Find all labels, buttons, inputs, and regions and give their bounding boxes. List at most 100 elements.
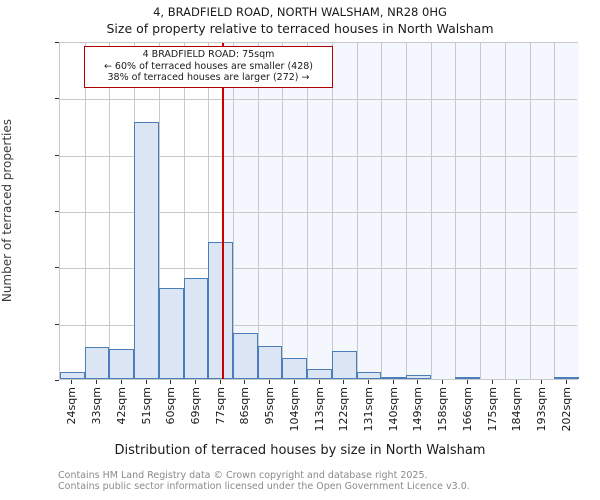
footer-attribution: Contains HM Land Registry data © Crown c… <box>58 470 578 492</box>
x-axis-tick-mark <box>293 380 295 384</box>
x-axis-tick-mark <box>244 380 246 384</box>
x-axis-tick-label: 69sqm <box>188 387 202 425</box>
x-axis-tick-label: 158sqm <box>436 387 450 432</box>
x-gridline <box>455 43 457 379</box>
histogram-bar <box>84 347 110 379</box>
histogram-bar <box>282 357 308 379</box>
x-axis-tick-mark <box>491 380 493 384</box>
histogram-bar <box>356 372 382 379</box>
x-gridline <box>208 43 210 379</box>
x-axis-tick-mark <box>442 380 444 384</box>
chart-subtitle: Size of property relative to terraced ho… <box>106 21 494 36</box>
histogram-bar <box>554 376 579 379</box>
x-axis-tick-mark <box>194 380 196 384</box>
x-axis-tick-label: 122sqm <box>337 387 351 432</box>
x-gridline <box>282 43 284 379</box>
x-gridline <box>257 43 259 379</box>
x-gridline <box>480 43 482 379</box>
x-gridline <box>307 43 309 379</box>
histogram-bar <box>381 376 406 379</box>
x-gridline <box>356 43 358 379</box>
annotation-smaller-line: ← 60% of terraced houses are smaller (42… <box>103 60 314 72</box>
y-axis-tick-mark <box>55 42 59 43</box>
x-axis-tick-mark <box>516 380 518 384</box>
x-axis-tick-label: 33sqm <box>90 387 104 425</box>
x-axis-tick-mark <box>392 380 394 384</box>
footer-line-1: Contains HM Land Registry data © Crown c… <box>58 470 428 481</box>
histogram-bar <box>406 374 431 379</box>
histogram-bar <box>331 350 357 379</box>
histogram-bar <box>307 368 332 379</box>
histogram-bar <box>208 241 233 379</box>
x-axis-tick-mark <box>120 380 122 384</box>
x-axis-tick-mark <box>71 380 73 384</box>
x-axis-tick-mark <box>540 380 542 384</box>
x-axis-tick-label: 113sqm <box>312 387 326 432</box>
x-gridline <box>406 43 407 379</box>
footer-line-2: Contains public sector information licen… <box>58 481 470 492</box>
x-axis-tick-mark <box>145 380 147 384</box>
x-gridline <box>504 43 506 379</box>
histogram-bar <box>158 287 184 379</box>
x-axis-tick-label: 24sqm <box>65 387 79 425</box>
plot-area <box>59 42 579 380</box>
x-axis-tick-label: 104sqm <box>287 387 301 432</box>
property-marker-line <box>221 43 224 379</box>
x-gridline <box>84 43 86 379</box>
y-gridline <box>60 99 577 101</box>
y-gridline <box>60 324 577 326</box>
histogram-bar <box>60 372 85 379</box>
x-axis-tick-label: 175sqm <box>485 387 499 432</box>
x-axis-tick-label: 131sqm <box>361 387 375 432</box>
x-axis-tick-label: 95sqm <box>263 387 277 425</box>
x-axis-tick-label: 149sqm <box>411 387 425 432</box>
x-axis-tick-label: 51sqm <box>139 387 153 425</box>
y-axis-tick-mark <box>55 98 59 100</box>
property-annotation-box: 4 BRADFIELD ROAD: 75sqm ← 60% of terrace… <box>84 46 333 88</box>
annotation-larger-line: 38% of terraced houses are larger (272) … <box>107 72 310 83</box>
histogram-bar <box>455 377 481 379</box>
x-gridline <box>430 43 432 379</box>
page-title: 4, BRADFIELD ROAD, NORTH WALSHAM, NR28 0… <box>153 5 447 19</box>
x-gridline <box>109 43 111 379</box>
x-gridline <box>183 43 185 379</box>
x-axis-tick-label: 202sqm <box>559 387 573 432</box>
x-axis-tick-label: 60sqm <box>164 387 178 425</box>
histogram-bar <box>233 332 258 379</box>
x-axis-tick-label: 77sqm <box>213 387 227 425</box>
histogram-bar <box>134 122 159 379</box>
x-axis-tick-mark <box>466 380 468 384</box>
histogram-bar <box>109 348 135 379</box>
x-axis-tick-mark <box>367 380 369 384</box>
x-axis-tick-label: 140sqm <box>386 387 400 432</box>
y-axis-tick-mark <box>55 380 59 381</box>
x-axis-label: Distribution of terraced houses by size … <box>114 443 486 458</box>
x-axis-tick-label: 193sqm <box>534 387 548 432</box>
x-axis-tick-label: 184sqm <box>510 387 524 432</box>
histogram-bar <box>183 277 209 379</box>
x-gridline <box>554 43 556 379</box>
y-axis-tick-mark <box>55 267 59 269</box>
x-gridline <box>381 43 383 379</box>
x-gridline <box>529 43 531 379</box>
x-axis-tick-mark <box>170 380 172 384</box>
x-axis-tick-mark <box>565 380 567 384</box>
chart-title-block: 4, BRADFIELD ROAD, NORTH WALSHAM, NR28 0… <box>0 4 600 38</box>
y-axis-tick-mark <box>55 154 59 156</box>
y-axis-tick-mark <box>55 323 59 325</box>
y-axis-tick-mark <box>55 211 59 212</box>
annotation-property-line: 4 BRADFIELD ROAD: 75sqm <box>142 49 275 60</box>
x-axis-tick-label: 166sqm <box>460 387 474 432</box>
x-axis-tick-label: 42sqm <box>114 387 128 425</box>
x-axis-tick-mark <box>219 380 221 384</box>
x-axis-tick-mark <box>318 380 320 384</box>
x-gridline <box>233 43 234 379</box>
x-axis-tick-mark <box>96 380 98 384</box>
x-axis-tick-mark <box>269 380 271 384</box>
y-gridline <box>60 212 577 213</box>
x-axis-tick-mark <box>417 380 419 384</box>
x-axis-tick-label: 86sqm <box>238 387 252 425</box>
x-axis-tick-mark <box>343 380 345 384</box>
x-gridline <box>331 43 333 379</box>
